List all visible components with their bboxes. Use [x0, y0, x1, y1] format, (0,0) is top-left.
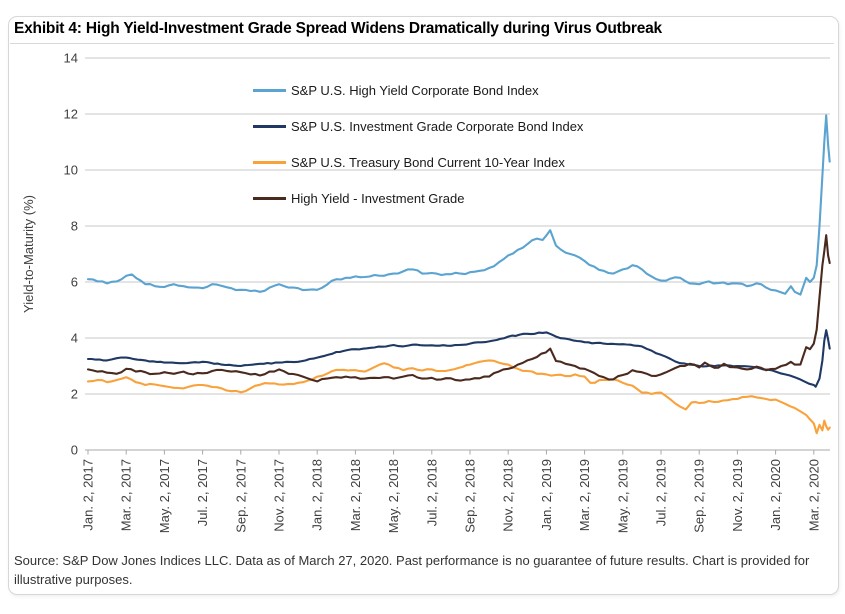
series-line-2: [86, 329, 831, 388]
x-tick-label-11: Nov. 2, 2018: [501, 459, 516, 532]
chart-title: Exhibit 4: High Yield-Investment Grade S…: [14, 20, 662, 37]
y-tick-label-12: 12: [64, 107, 78, 122]
legend-item-4: High Yield - Investment Grade: [253, 180, 583, 216]
x-tick-label-0: Jan. 2, 2017: [81, 459, 96, 531]
legend-label: S&P U.S. Treasury Bond Current 10-Year I…: [291, 154, 565, 170]
x-tick-label-9: Jul. 2, 2018: [424, 459, 439, 526]
y-tick-label-6: 6: [71, 275, 78, 290]
x-tick-label-6: Jan. 2, 2018: [310, 459, 325, 531]
x-tick-label-19: Mar. 2, 2020: [806, 459, 821, 531]
series-line-1: [86, 114, 831, 296]
x-tick-label-14: May. 2, 2019: [615, 459, 630, 533]
legend-label: High Yield - Investment Grade: [291, 190, 465, 206]
x-tick-label-13: Mar. 2, 2019: [577, 459, 592, 531]
x-tick-label-16: Sep. 2, 2019: [692, 459, 707, 533]
x-tick-label-5: Nov. 2, 2017: [272, 459, 287, 532]
y-tick-label-4: 4: [71, 331, 78, 346]
x-tick-label-10: Sep. 2, 2018: [463, 459, 478, 533]
legend-item-3: S&P U.S. Treasury Bond Current 10-Year I…: [253, 144, 583, 180]
legend-item-2: S&P U.S. Investment Grade Corporate Bond…: [253, 108, 583, 144]
x-tick-label-3: Jul. 2, 2017: [195, 459, 210, 526]
x-tick-label-1: Mar. 2, 2017: [119, 459, 134, 531]
legend-line-swatch: [253, 124, 286, 128]
x-tick-label-17: Nov. 2, 2019: [730, 459, 745, 532]
y-tick-label-0: 0: [71, 443, 78, 458]
y-tick-label-2: 2: [71, 387, 78, 402]
series-line-3: [86, 359, 831, 435]
x-tick-label-4: Sep. 2, 2017: [233, 459, 248, 533]
legend-label: S&P U.S. Investment Grade Corporate Bond…: [291, 118, 584, 134]
legend-line-swatch: [253, 160, 286, 164]
chart-legend: S&P U.S. High Yield Corporate Bond Index…: [253, 72, 583, 216]
y-tick-label-14: 14: [64, 51, 78, 66]
legend-line-swatch: [253, 196, 286, 200]
legend-line-swatch: [253, 88, 286, 92]
x-tick-label-18: Jan. 2, 2020: [768, 459, 783, 531]
chart-card: [8, 16, 839, 595]
series-line-4: [86, 234, 831, 383]
source-note: Source: S&P Dow Jones Indices LLC. Data …: [14, 553, 810, 587]
legend-item-1: S&P U.S. High Yield Corporate Bond Index: [253, 72, 583, 108]
x-tick-label-7: Mar. 2, 2018: [348, 459, 363, 531]
x-tick-label-8: May. 2, 2018: [386, 459, 401, 533]
y-axis-title: Yield-to-Maturity (%): [21, 195, 36, 313]
x-tick-label-2: May. 2, 2017: [157, 459, 172, 533]
x-tick-label-12: Jan. 2, 2019: [539, 459, 554, 531]
y-tick-label-10: 10: [64, 163, 78, 178]
y-tick-label-8: 8: [71, 219, 78, 234]
legend-label: S&P U.S. High Yield Corporate Bond Index: [291, 82, 539, 98]
title-divider: [10, 43, 834, 44]
x-tick-label-15: Jul. 2, 2019: [654, 459, 669, 526]
